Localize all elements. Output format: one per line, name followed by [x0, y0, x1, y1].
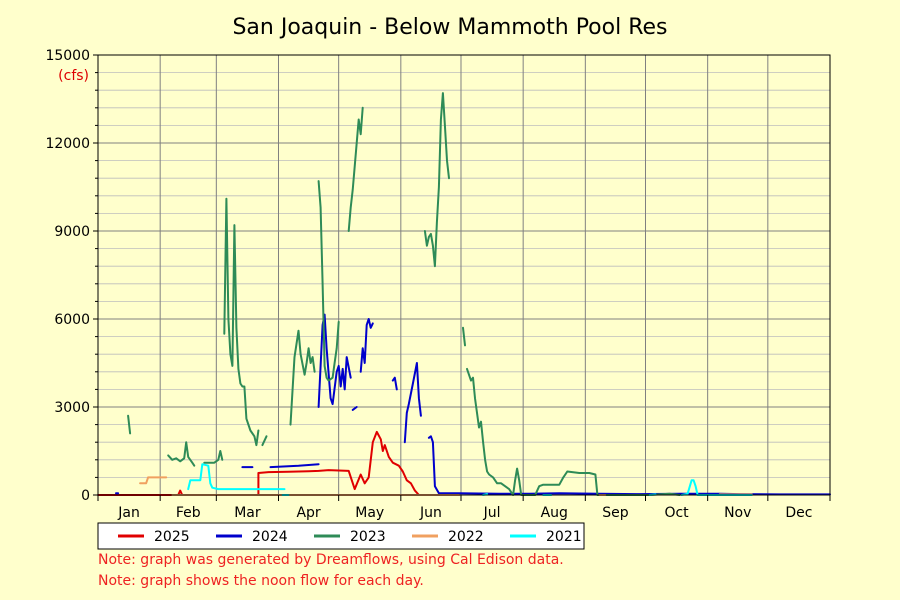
legend-label-2024: 2024 — [252, 529, 288, 545]
month-label: Jul — [483, 505, 501, 521]
chart-title: San Joaquin - Below Mammoth Pool Res — [232, 15, 667, 40]
series-line-2023 — [167, 441, 196, 467]
month-label: Nov — [724, 505, 751, 521]
y-tick-label: 15000 — [45, 48, 90, 64]
series-2024 — [115, 313, 831, 496]
month-label: Jun — [419, 505, 442, 521]
y-tick-label: 6000 — [54, 312, 90, 328]
series-line-2023 — [203, 450, 224, 464]
plot-frame — [97, 54, 831, 496]
series-line-2024 — [391, 376, 398, 391]
series-line-2024 — [269, 463, 320, 469]
legend: 2025 2024 2023 2022 2021 — [97, 522, 585, 550]
series-line-2024 — [403, 362, 422, 444]
legend-box — [97, 522, 585, 550]
legend-label-2025: 2025 — [154, 529, 190, 545]
series-line-2023 — [347, 106, 364, 232]
series-line-2023 — [289, 329, 316, 426]
y-axis: 0 3000 6000 9000 12000 15000 — [45, 48, 98, 504]
series-line-2023 — [317, 180, 340, 382]
legend-label-2023: 2023 — [350, 529, 386, 545]
series-line-2024 — [359, 318, 374, 373]
month-label: Jan — [117, 505, 140, 521]
y-tick-label: 3000 — [54, 400, 90, 416]
series-line-2023 — [423, 92, 450, 268]
series-line-2023 — [223, 197, 260, 447]
series-line-2023 — [462, 326, 466, 347]
series-line-2024 — [317, 313, 352, 408]
series-line-2021 — [187, 463, 286, 491]
y-tick-label: 0 — [81, 488, 90, 504]
series-line-2023 — [261, 435, 268, 447]
note-noon-flow: Note: graph shows the noon flow for each… — [98, 573, 424, 589]
note-source: Note: graph was generated by Dreamflows,… — [98, 552, 564, 568]
series-line-2025 — [97, 430, 460, 496]
legend-label-2021: 2021 — [546, 529, 582, 545]
series-line-2023 — [127, 414, 132, 435]
month-label: May — [355, 505, 384, 521]
series-line-2023 — [466, 367, 681, 496]
month-label: Apr — [296, 505, 320, 521]
y-tick-label: 12000 — [45, 136, 90, 152]
month-label: Dec — [785, 505, 812, 521]
month-label: Oct — [664, 505, 689, 521]
month-label: Mar — [234, 505, 261, 521]
y-tick-label: 9000 — [54, 224, 90, 240]
series-line-2022 — [139, 476, 168, 485]
series-2025 — [97, 430, 460, 496]
x-axis: Jan Feb Mar Apr May Jun Jul Aug Sep Oct Nov Dec — [97, 495, 831, 521]
month-label: Feb — [176, 505, 201, 521]
series-line-2024 — [351, 406, 358, 411]
series-2023 — [127, 92, 681, 496]
plot-background — [98, 55, 830, 495]
month-label: Sep — [602, 505, 629, 521]
y-unit-label: (cfs) — [58, 68, 89, 84]
legend-label-2022: 2022 — [448, 529, 484, 545]
month-label: Aug — [541, 505, 568, 521]
